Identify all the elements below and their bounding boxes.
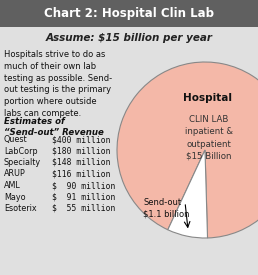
Text: $  91 million: $ 91 million [52,192,115,202]
Wedge shape [117,62,258,238]
Text: Hospitals strive to do as
much of their own lab
testing as possible. Send-
out t: Hospitals strive to do as much of their … [4,50,112,118]
Text: LabCorp: LabCorp [4,147,38,155]
Text: $148 million: $148 million [52,158,110,167]
Text: ARUP: ARUP [4,169,26,178]
Text: Mayo: Mayo [4,192,26,202]
Text: Estimates of
“Send-out” Revenue: Estimates of “Send-out” Revenue [4,117,104,137]
Text: Chart 2: Hospital Clin Lab: Chart 2: Hospital Clin Lab [44,7,214,20]
Text: AML: AML [4,181,21,190]
FancyBboxPatch shape [0,27,258,275]
Text: $400 million: $400 million [52,135,110,144]
Text: $  90 million: $ 90 million [52,181,115,190]
Wedge shape [168,150,207,238]
Text: Esoterix: Esoterix [4,204,37,213]
Text: CLIN LAB
inpatient &
outpatient
$15 Billion: CLIN LAB inpatient & outpatient $15 Bill… [185,115,233,161]
Text: $180 million: $180 million [52,147,110,155]
Text: Send-out
$1.1 billion: Send-out $1.1 billion [143,198,189,218]
Text: Assume: $15 billion per year: Assume: $15 billion per year [45,33,213,43]
FancyBboxPatch shape [0,0,258,27]
Text: Hospital: Hospital [182,93,231,103]
Text: $  55 million: $ 55 million [52,204,115,213]
Text: Quest: Quest [4,135,28,144]
Text: $116 million: $116 million [52,169,110,178]
Text: Specialty: Specialty [4,158,41,167]
